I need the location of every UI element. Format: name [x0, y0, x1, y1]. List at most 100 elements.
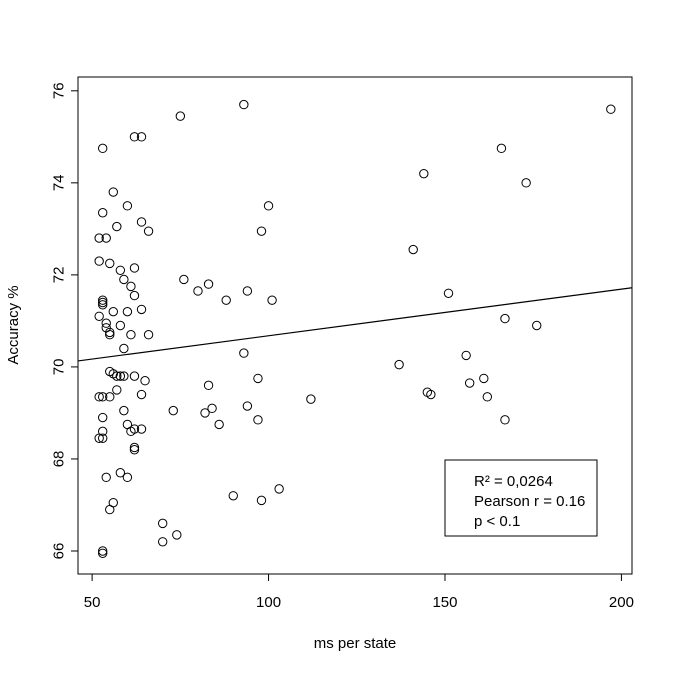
- data-point: [500, 313, 510, 324]
- data-point: [532, 320, 542, 331]
- data-point: [129, 445, 140, 455]
- data-point: [94, 233, 104, 243]
- data-point: [94, 433, 104, 443]
- y-tick-label: 70: [50, 359, 67, 376]
- data-point: [242, 286, 253, 296]
- y-tick-label: 66: [50, 543, 67, 560]
- data-point: [606, 104, 616, 114]
- data-point: [129, 424, 140, 434]
- data-point: [443, 288, 454, 298]
- data-point: [228, 491, 238, 501]
- data-point: [207, 403, 217, 414]
- data-point: [253, 415, 263, 425]
- data-point: [115, 371, 126, 381]
- data-point: [136, 304, 147, 315]
- x-tick-label: 100: [256, 594, 281, 611]
- data-point: [143, 330, 154, 340]
- data-point: [306, 394, 316, 404]
- x-axis-title: ms per state: [314, 635, 397, 652]
- data-point: [119, 405, 129, 416]
- y-tick-label: 68: [50, 451, 67, 468]
- data-point: [98, 546, 108, 556]
- data-point: [253, 373, 263, 384]
- data-point: [122, 472, 133, 483]
- data-point: [129, 263, 140, 273]
- data-point: [426, 389, 436, 400]
- data-point: [119, 274, 129, 285]
- data-point: [479, 373, 489, 384]
- data-point: [98, 412, 108, 423]
- data-point: [101, 318, 111, 328]
- data-point: [461, 350, 471, 361]
- data-point: [112, 221, 122, 232]
- data-point: [94, 392, 104, 402]
- data-point: [242, 401, 253, 411]
- data-point: [129, 132, 140, 142]
- plot-frame: [77, 76, 633, 575]
- data-point: [175, 111, 186, 121]
- data-point: [98, 300, 108, 310]
- data-point: [464, 378, 475, 388]
- data-point: [168, 405, 178, 416]
- data-point: [115, 320, 126, 331]
- data-point: [108, 187, 118, 197]
- data-point: [115, 265, 126, 275]
- data-point: [239, 348, 249, 358]
- data-point: [126, 281, 136, 292]
- data-point: [98, 208, 108, 218]
- data-point: [126, 330, 136, 340]
- stats-legend: R² = 0,0264 Pearson r = 0.16 p < 0.1: [444, 459, 598, 537]
- regression-line: [77, 287, 633, 362]
- data-point: [98, 433, 108, 443]
- data-point: [136, 424, 147, 434]
- data-point: [94, 311, 104, 321]
- data-point: [129, 290, 140, 301]
- data-point: [221, 295, 231, 305]
- data-point: [521, 178, 531, 188]
- data-point: [214, 419, 224, 430]
- data-point: [172, 530, 182, 540]
- data-point: [105, 258, 115, 269]
- y-axis-title: Accuracy %: [5, 285, 22, 364]
- data-point: [482, 392, 493, 402]
- data-point: [143, 226, 154, 236]
- data-point: [108, 306, 118, 317]
- data-point: [105, 330, 115, 340]
- data-point: [274, 484, 284, 494]
- data-point: [239, 99, 249, 110]
- data-point: [122, 201, 133, 211]
- data-point: [115, 468, 126, 478]
- data-point: [98, 392, 108, 402]
- data-point: [98, 297, 108, 308]
- x-tick-label: 200: [609, 594, 634, 611]
- data-point: [157, 537, 168, 547]
- x-tick-label: 50: [84, 594, 101, 611]
- y-tick-label: 76: [50, 82, 67, 99]
- data-point: [179, 274, 189, 285]
- data-point: [94, 256, 104, 266]
- x-tick-label: 150: [432, 594, 457, 611]
- data-point: [496, 143, 507, 154]
- data-point: [263, 201, 274, 211]
- data-point: [136, 217, 147, 227]
- y-tick-label: 74: [50, 174, 67, 191]
- data-point: [136, 132, 147, 142]
- data-point: [394, 359, 404, 370]
- data-point: [256, 495, 267, 506]
- x-axis: 50 100 150 200: [84, 574, 634, 611]
- data-point: [200, 408, 210, 418]
- data-point: [119, 371, 129, 381]
- data-point: [419, 168, 429, 179]
- data-point: [140, 376, 150, 386]
- legend-box: [444, 459, 598, 537]
- data-point: [105, 392, 115, 402]
- data-point: [101, 233, 111, 243]
- data-point: [122, 306, 133, 317]
- data-point: [119, 343, 129, 354]
- legend-pearson-r: Pearson r = 0.16: [474, 493, 585, 510]
- data-point: [136, 389, 147, 400]
- data-point: [101, 472, 111, 483]
- data-point: [193, 286, 203, 296]
